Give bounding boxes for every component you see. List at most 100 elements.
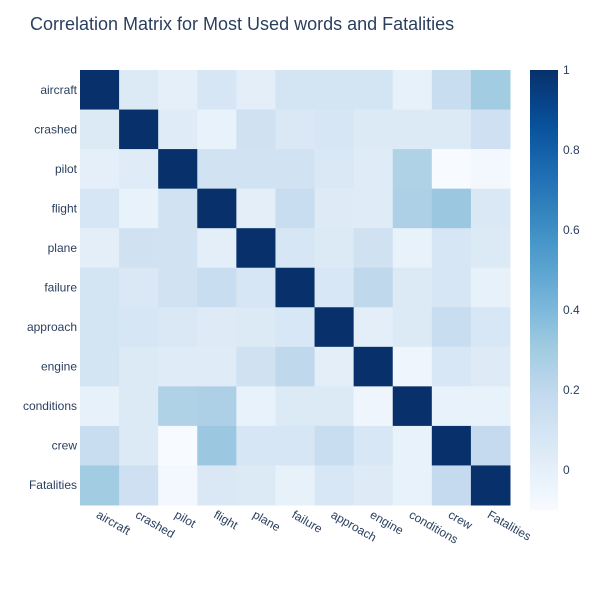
heatmap-cell-engine-crashed <box>119 346 159 387</box>
heatmap-cell-fatalities-pilot <box>158 465 198 506</box>
heatmap-cell-pilot-engine <box>353 149 394 190</box>
y-tick-label: aircraft <box>40 83 77 97</box>
y-tick-label: engine <box>41 360 77 374</box>
heatmap-cell-plane-plane <box>236 228 276 269</box>
heatmap-cell-pilot-approach <box>314 149 355 190</box>
heatmap-cell-crashed-pilot <box>158 109 198 150</box>
heatmap-cell-failure-approach <box>314 267 355 308</box>
heatmap-cell-failure-plane <box>236 267 276 308</box>
heatmap-cell-crashed-crashed <box>119 109 159 150</box>
heatmap-cell-failure-fatalities <box>470 267 511 308</box>
x-tick-label: failure <box>290 507 326 536</box>
heatmap-cell-conditions-flight <box>197 386 237 427</box>
heatmap-cell-fatalities-engine <box>353 465 394 506</box>
heatmap-cell-pilot-flight <box>197 149 237 190</box>
heatmap-cell-engine-fatalities <box>470 346 511 387</box>
heatmap-cell-flight-failure <box>275 188 316 229</box>
heatmap-cell-engine-plane <box>236 346 276 387</box>
y-tick-label: crashed <box>34 122 77 136</box>
heatmap-cell-flight-crew <box>431 188 472 229</box>
colorbar-tick-label: 0.4 <box>563 303 580 317</box>
heatmap-cell-flight-approach <box>314 188 355 229</box>
heatmap-cell-crew-pilot <box>158 425 198 466</box>
heatmap-cell-crew-flight <box>197 425 237 466</box>
heatmap-cell-aircraft-flight <box>197 70 237 111</box>
heatmap-cell-fatalities-plane <box>236 465 276 506</box>
heatmap-cell-crew-plane <box>236 425 276 466</box>
heatmap-cell-crew-approach <box>314 425 355 466</box>
x-tick-label: flight <box>211 507 241 532</box>
heatmap-cell-failure-crashed <box>119 267 159 308</box>
heatmap-cell-crashed-fatalities <box>470 109 511 150</box>
y-tick-label: flight <box>52 201 78 215</box>
heatmap-cell-crew-failure <box>275 425 316 466</box>
heatmap-cell-pilot-crashed <box>119 149 159 190</box>
heatmap-cell-aircraft-crashed <box>119 70 159 111</box>
y-tick-label: Fatalities <box>29 478 77 492</box>
heatmap-cell-plane-fatalities <box>470 228 511 269</box>
heatmap-cell-pilot-failure <box>275 149 316 190</box>
heatmap-cell-plane-flight <box>197 228 237 269</box>
heatmap-cell-aircraft-plane <box>236 70 276 111</box>
heatmap-cell-approach-flight <box>197 307 237 348</box>
heatmap-cell-flight-aircraft <box>80 188 120 229</box>
y-tick-label: conditions <box>23 399 77 413</box>
heatmap-cell-conditions-failure <box>275 386 316 427</box>
heatmap-cell-plane-aircraft <box>80 228 120 269</box>
x-tick-label: Fatalities <box>485 507 534 543</box>
y-tick-label: plane <box>48 241 78 255</box>
heatmap-cell-conditions-crashed <box>119 386 159 427</box>
y-axis-tick-labels: aircraft crashed pilot flight plane failure ap… <box>23 83 78 492</box>
heatmap-cell-crashed-conditions <box>392 109 433 150</box>
heatmap-cell-pilot-crew <box>431 149 472 190</box>
colorbar-tick-label: 0.8 <box>563 143 580 157</box>
heatmap-cell-fatalities-conditions <box>392 465 433 506</box>
heatmap-cell-flight-engine <box>353 188 394 229</box>
heatmap-cell-conditions-fatalities <box>470 386 511 427</box>
heatmap-cell-fatalities-crew <box>431 465 472 506</box>
heatmap-cell-plane-failure <box>275 228 316 269</box>
heatmap-cell-aircraft-aircraft <box>80 70 120 111</box>
heatmap-cell-engine-pilot <box>158 346 198 387</box>
heatmap-cell-aircraft-engine <box>353 70 394 111</box>
heatmap-cell-crashed-aircraft <box>80 109 120 150</box>
heatmap-cell-approach-crew <box>431 307 472 348</box>
heatmap-cell-crashed-engine <box>353 109 394 150</box>
heatmap-cell-aircraft-pilot <box>158 70 198 111</box>
heatmap-cell-plane-conditions <box>392 228 433 269</box>
heatmap-cell-crew-crashed <box>119 425 159 466</box>
heatmap-cell-pilot-conditions <box>392 149 433 190</box>
heatmap-cell-conditions-pilot <box>158 386 198 427</box>
heatmap-cell-failure-flight <box>197 267 237 308</box>
y-tick-label: crew <box>52 439 78 453</box>
heatmap-cell-flight-flight <box>197 188 237 229</box>
heatmap-cell-crashed-flight <box>197 109 237 150</box>
colorbar: 0 0.2 0.4 0.6 0.8 1 <box>530 63 580 510</box>
x-tick-label: plane <box>250 507 283 534</box>
heatmap-cell-conditions-approach <box>314 386 355 427</box>
colorbar-tick-label: 0.6 <box>563 223 580 237</box>
heatmap-cell-approach-pilot <box>158 307 198 348</box>
heatmap-cell-aircraft-fatalities <box>470 70 511 111</box>
heatmap-cell-aircraft-crew <box>431 70 472 111</box>
y-tick-label: failure <box>44 281 77 295</box>
heatmap-cell-aircraft-failure <box>275 70 316 111</box>
heatmap-cell-flight-pilot <box>158 188 198 229</box>
heatmap-cell-plane-approach <box>314 228 355 269</box>
heatmap-cell-flight-plane <box>236 188 276 229</box>
heatmap-cell-conditions-aircraft <box>80 386 120 427</box>
colorbar-tick-label: 0 <box>563 463 570 477</box>
heatmap-cell-fatalities-failure <box>275 465 316 506</box>
colorbar-tick-label: 0.2 <box>563 383 580 397</box>
heatmap-cell-failure-crew <box>431 267 472 308</box>
heatmap-cell-fatalities-crashed <box>119 465 159 506</box>
heatmap-cell-conditions-engine <box>353 386 394 427</box>
heatmap-cell-engine-flight <box>197 346 237 387</box>
heatmap-cell-pilot-fatalities <box>470 149 511 190</box>
heatmap-cell-approach-crashed <box>119 307 159 348</box>
heatmap-cell-plane-pilot <box>158 228 198 269</box>
heatmap-cell-crew-engine <box>353 425 394 466</box>
y-tick-label: pilot <box>55 162 78 176</box>
